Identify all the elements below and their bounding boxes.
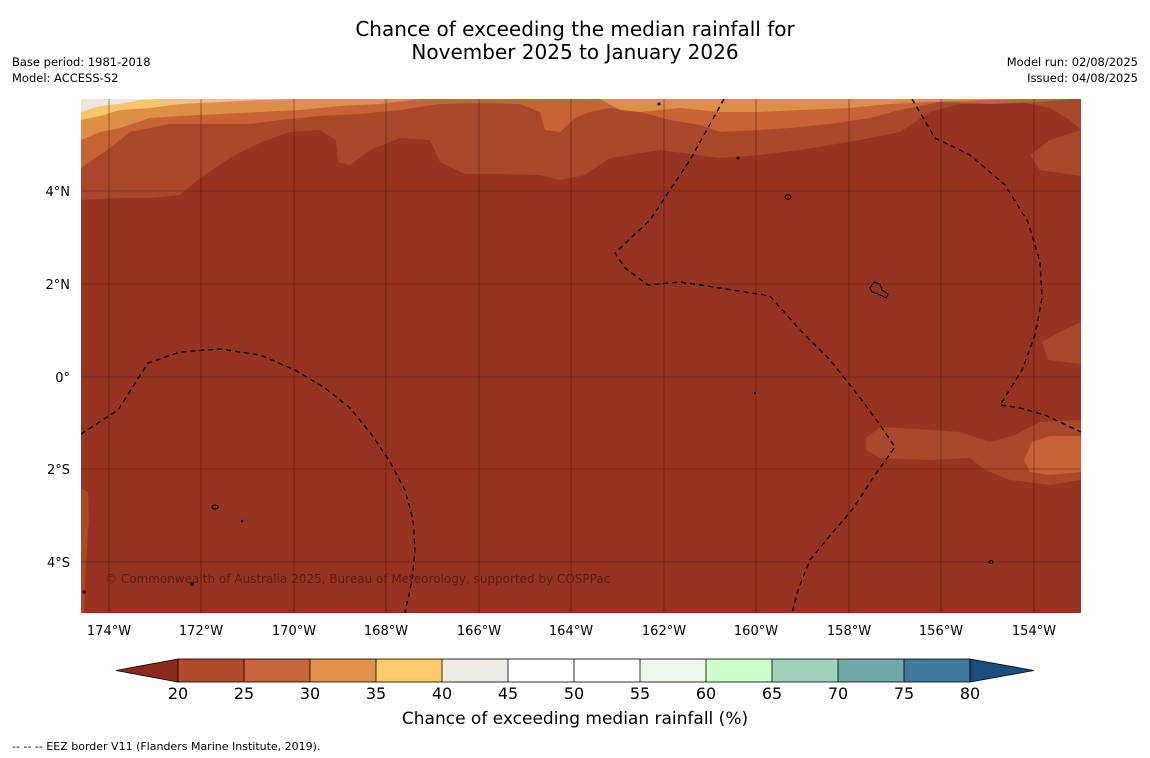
colorbar-segment — [706, 659, 772, 682]
model-name: Model: ACCESS-S2 — [12, 71, 119, 85]
colorbar-tick: 50 — [564, 684, 584, 703]
lat-label: 4°S — [47, 556, 70, 571]
colorbar-segment — [178, 659, 244, 682]
base-period: Base period: 1981-2018 — [12, 55, 151, 69]
band-20-25-west-low — [81, 488, 89, 613]
lon-label: 166°W — [457, 624, 501, 639]
colorbar-dividers — [177, 658, 971, 683]
title-line-1: Chance of exceeding the median rainfall … — [355, 17, 795, 41]
colorbar-tick: 80 — [960, 684, 980, 703]
lon-label: 156°W — [919, 624, 963, 639]
colorbar-segment — [904, 659, 970, 682]
colorbar-segment — [376, 659, 442, 682]
island-b — [869, 281, 889, 299]
title-line-2: November 2025 to January 2026 — [411, 40, 739, 64]
colorbar-tick: 65 — [762, 684, 782, 703]
lon-label: 162°W — [642, 624, 686, 639]
colorbar-tick: 60 — [696, 684, 716, 703]
eez-kiribati-line — [614, 99, 896, 613]
island-f — [736, 156, 740, 160]
colorbar-segment — [772, 659, 838, 682]
colorbar-tick: 45 — [498, 684, 518, 703]
island-c — [211, 504, 219, 510]
graticule — [81, 99, 1081, 613]
map-field: © Commonwealth of Australia 2025, Bureau… — [81, 99, 1081, 613]
colorbar-segment — [508, 659, 574, 682]
band-below-20 — [81, 99, 1081, 613]
colorbar-segment — [310, 659, 376, 682]
band-20-25-east-top — [1030, 130, 1081, 176]
colorbar-segment — [442, 659, 508, 682]
band-40-45-corner — [81, 99, 160, 112]
colorbar-tick: 75 — [894, 684, 914, 703]
island-e — [657, 102, 661, 106]
colorbar-segment — [244, 659, 310, 682]
colorbar-tick: 25 — [234, 684, 254, 703]
issued-date: Issued: 04/08/2025 — [1027, 71, 1138, 85]
colorbar-tick: 55 — [630, 684, 650, 703]
colorbar-tick: 30 — [300, 684, 320, 703]
model-run: Model run: 02/08/2025 — [1006, 55, 1138, 69]
colorbar-segment — [574, 659, 640, 682]
lon-label: 174°W — [87, 624, 131, 639]
latitude-labels: 4°N 2°N 0° 2°S 4°S — [46, 185, 71, 571]
colorbar-segment — [640, 659, 706, 682]
footnote: -- -- -- EEZ border V11 (Flanders Marine… — [12, 740, 321, 753]
lat-label: 2°S — [47, 463, 70, 478]
lon-label: 172°W — [179, 624, 223, 639]
colorbar-tick: 20 — [168, 684, 188, 703]
band-20-25-east-mid — [1042, 322, 1081, 364]
band-20-25-top — [81, 99, 1081, 200]
meta-left: Base period: 1981-2018 Model: ACCESS-S2 — [12, 54, 151, 86]
colorbar-segment — [838, 659, 904, 682]
lon-label: 160°W — [734, 624, 778, 639]
band-35-40-top — [81, 99, 300, 120]
island-a — [784, 194, 792, 200]
eez-east-arc — [911, 99, 1081, 433]
lon-label: 168°W — [364, 624, 408, 639]
lat-label: 0° — [55, 371, 70, 386]
colorbar-tick: 35 — [366, 684, 386, 703]
island-j — [82, 590, 86, 594]
island-i — [190, 582, 194, 586]
lat-label: 4°N — [46, 185, 71, 200]
island-g — [240, 519, 244, 523]
island-d — [988, 560, 994, 564]
colorbar-tick: 40 — [432, 684, 452, 703]
islands — [82, 102, 994, 594]
colorbar-right-arrow — [969, 658, 1035, 683]
band-25-30-east-low — [1024, 436, 1081, 475]
longitude-labels: 174°W 172°W 170°W 168°W 166°W 164°W 162°… — [87, 624, 1056, 639]
lat-label: 2°N — [46, 278, 71, 293]
lon-label: 154°W — [1012, 624, 1056, 639]
colorbar-left-arrow — [115, 658, 179, 683]
meta-right: Model run: 02/08/2025 Issued: 04/08/2025 — [1007, 54, 1138, 86]
colorbar-ticks: 20 25 30 35 40 45 50 55 60 65 70 75 80 — [168, 684, 980, 703]
colorbar-tick: 70 — [828, 684, 848, 703]
eez-borders — [81, 99, 1081, 613]
lon-label: 158°W — [827, 624, 871, 639]
chart-title: Chance of exceeding the median rainfall … — [0, 18, 1150, 64]
colorbar: 20 25 30 35 40 45 50 55 60 65 70 75 80 — [115, 658, 1035, 703]
colorbar-label: Chance of exceeding median rainfall (%) — [401, 709, 749, 729]
copyright-text: © Commonwealth of Australia 2025, Bureau… — [105, 572, 610, 586]
lon-label: 170°W — [272, 624, 316, 639]
lon-label: 164°W — [549, 624, 593, 639]
island-h — [753, 391, 757, 395]
band-25-30-top — [81, 99, 1081, 168]
